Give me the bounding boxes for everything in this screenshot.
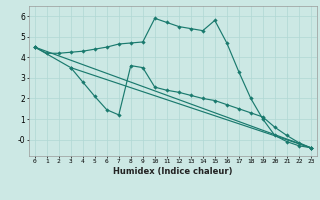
X-axis label: Humidex (Indice chaleur): Humidex (Indice chaleur) [113, 167, 233, 176]
